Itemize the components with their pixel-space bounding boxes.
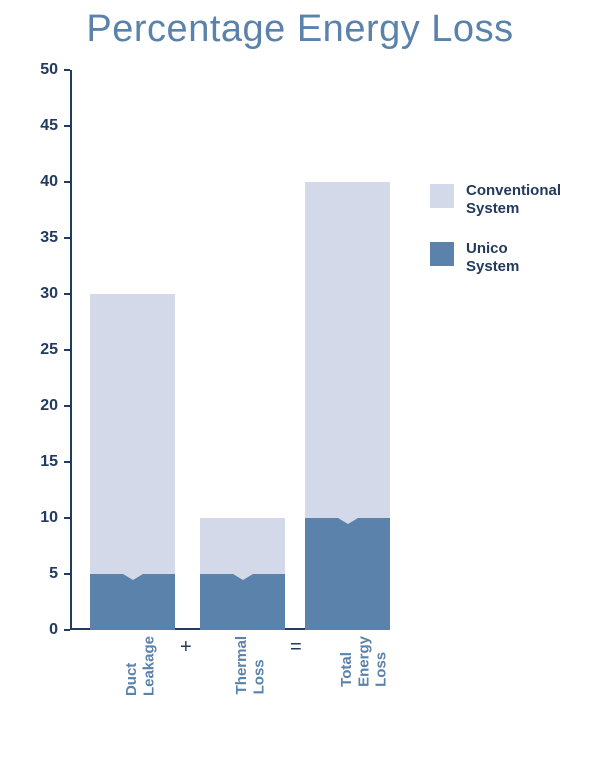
y-tick-label: 25 [18, 341, 58, 359]
y-tick [64, 573, 70, 575]
y-tick [64, 237, 70, 239]
y-tick-label: 50 [18, 61, 58, 79]
y-tick-label: 45 [18, 117, 58, 135]
legend-swatch [430, 242, 454, 266]
legend-swatch [430, 184, 454, 208]
y-tick [64, 405, 70, 407]
plot-area: 05101520253035404550 [70, 70, 390, 630]
y-axis [70, 70, 72, 630]
legend: Conventional System Unico System [430, 182, 561, 298]
y-tick-label: 20 [18, 397, 58, 415]
legend-label: Unico System [466, 240, 519, 276]
bar-seg-unico [200, 574, 285, 630]
y-tick [64, 517, 70, 519]
category-label-thermal: Thermal Loss [233, 636, 268, 694]
bar-notch [123, 574, 143, 580]
y-tick [64, 293, 70, 295]
bar-notch [233, 574, 253, 580]
y-tick [64, 349, 70, 351]
bar-notch [338, 518, 358, 524]
y-tick-label: 10 [18, 509, 58, 527]
operator: = [290, 636, 302, 659]
y-tick [64, 69, 70, 71]
y-tick-label: 30 [18, 285, 58, 303]
y-tick-label: 35 [18, 229, 58, 247]
y-tick-label: 0 [18, 621, 58, 639]
legend-label: Conventional System [466, 182, 561, 218]
y-tick [64, 461, 70, 463]
category-label-duct: Duct Leakage [123, 636, 158, 696]
y-tick [64, 181, 70, 183]
bar-seg-conventional [90, 294, 175, 574]
bar-seg-conventional [200, 518, 285, 574]
y-tick-label: 5 [18, 565, 58, 583]
y-tick [64, 125, 70, 127]
chart-title: Percentage Energy Loss [0, 8, 600, 51]
y-tick-label: 15 [18, 453, 58, 471]
bar-seg-unico [305, 518, 390, 630]
operator: + [180, 636, 192, 659]
y-tick-label: 40 [18, 173, 58, 191]
bar-seg-conventional [305, 182, 390, 518]
legend-item-conventional: Conventional System [430, 182, 561, 218]
category-label-total: Total Energy Loss [338, 636, 390, 687]
bar-seg-unico [90, 574, 175, 630]
y-tick [64, 629, 70, 631]
legend-item-unico: Unico System [430, 240, 561, 276]
